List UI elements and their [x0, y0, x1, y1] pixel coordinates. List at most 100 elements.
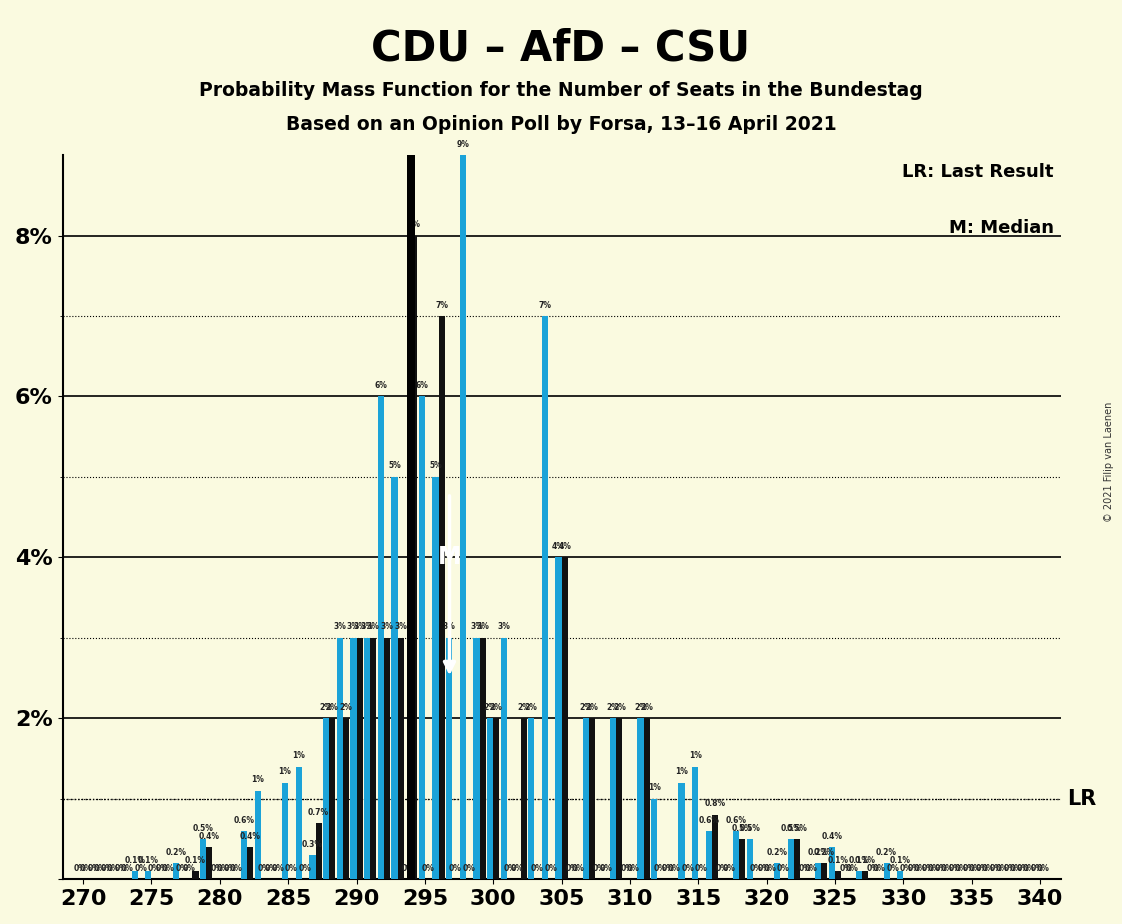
Bar [528, 718, 534, 880]
Text: 2%: 2% [641, 703, 653, 711]
Text: 3%: 3% [443, 623, 456, 631]
Text: 0.1%: 0.1% [828, 856, 848, 865]
Bar [364, 638, 370, 880]
Text: 0.1%: 0.1% [125, 856, 145, 865]
Bar [774, 863, 780, 880]
Bar [692, 767, 698, 880]
Text: 0%: 0% [175, 864, 188, 873]
Text: 0%: 0% [531, 864, 544, 873]
Text: 0%: 0% [1037, 864, 1049, 873]
Bar [397, 638, 404, 880]
Text: 0.6%: 0.6% [726, 816, 747, 824]
Bar [706, 831, 712, 880]
Text: 3%: 3% [380, 623, 394, 631]
Text: 4%: 4% [552, 542, 565, 551]
Text: 0%: 0% [422, 864, 434, 873]
Bar [733, 831, 739, 880]
Text: 2%: 2% [613, 703, 626, 711]
Text: 0%: 0% [948, 864, 962, 873]
Text: 0%: 0% [921, 864, 934, 873]
Text: 0.5%: 0.5% [739, 823, 761, 833]
Text: 2%: 2% [579, 703, 592, 711]
Text: 4%: 4% [559, 542, 571, 551]
Text: 3%: 3% [333, 623, 347, 631]
Bar [479, 638, 486, 880]
Text: 0%: 0% [668, 864, 680, 873]
Bar [200, 839, 206, 880]
Text: 0%: 0% [995, 864, 1009, 873]
Text: 0.2%: 0.2% [813, 847, 835, 857]
Text: 0%: 0% [873, 864, 885, 873]
Text: 3%: 3% [367, 623, 379, 631]
Bar [794, 839, 800, 880]
Text: 0%: 0% [572, 864, 585, 873]
Text: 0.1%: 0.1% [848, 856, 870, 865]
Text: 0.7%: 0.7% [309, 808, 329, 817]
Text: 0%: 0% [599, 864, 613, 873]
Text: 0%: 0% [982, 864, 995, 873]
Text: 0%: 0% [257, 864, 270, 873]
Bar [323, 718, 329, 880]
Text: 0.4%: 0.4% [240, 832, 260, 841]
Text: Probability Mass Function for the Number of Seats in the Bundestag: Probability Mass Function for the Number… [199, 81, 923, 101]
Text: 0%: 0% [908, 864, 920, 873]
Text: 0%: 0% [798, 864, 811, 873]
Text: © 2021 Filip van Laenen: © 2021 Filip van Laenen [1104, 402, 1114, 522]
Text: 3%: 3% [476, 623, 489, 631]
Bar [384, 638, 390, 880]
Bar [835, 871, 842, 880]
Text: 7%: 7% [435, 300, 448, 310]
Bar [589, 718, 595, 880]
Text: CDU – AfD – CSU: CDU – AfD – CSU [371, 28, 751, 69]
Text: 0%: 0% [963, 864, 975, 873]
Text: 0%: 0% [662, 864, 674, 873]
Bar [500, 638, 507, 880]
Text: 0%: 0% [776, 864, 790, 873]
Bar [856, 871, 863, 880]
Text: 0%: 0% [544, 864, 558, 873]
Bar [679, 783, 684, 880]
Text: 0%: 0% [511, 864, 524, 873]
Text: 0%: 0% [763, 864, 776, 873]
Text: 0.1%: 0.1% [138, 856, 159, 865]
Text: 0%: 0% [449, 864, 462, 873]
Text: 0%: 0% [1023, 864, 1036, 873]
Text: 0%: 0% [1010, 864, 1022, 873]
Text: 5%: 5% [429, 461, 442, 470]
Text: 0%: 0% [941, 864, 954, 873]
Text: 0.2%: 0.2% [766, 847, 788, 857]
Bar [542, 316, 548, 880]
Bar [407, 155, 415, 880]
Text: 0%: 0% [156, 864, 168, 873]
Bar [350, 638, 357, 880]
Bar [432, 477, 439, 880]
Text: 0%: 0% [900, 864, 913, 873]
Text: 0%: 0% [565, 864, 579, 873]
Bar [651, 799, 657, 880]
Text: 0.6%: 0.6% [698, 816, 719, 824]
Text: 0%: 0% [913, 864, 927, 873]
Text: 3%: 3% [470, 623, 482, 631]
Text: 0%: 0% [839, 864, 852, 873]
Text: 0%: 0% [955, 864, 967, 873]
Text: 0%: 0% [462, 864, 476, 873]
Bar [747, 839, 753, 880]
Text: 0%: 0% [224, 864, 237, 873]
Text: 0%: 0% [866, 864, 880, 873]
Bar [610, 718, 616, 880]
Bar [739, 839, 745, 880]
Bar [712, 815, 718, 880]
Text: 0%: 0% [265, 864, 278, 873]
Text: 8%: 8% [407, 220, 421, 229]
Bar [241, 831, 247, 880]
Text: 0%: 0% [230, 864, 243, 873]
Text: 0%: 0% [990, 864, 1002, 873]
Text: 0%: 0% [928, 864, 940, 873]
Text: 9%: 9% [457, 140, 469, 149]
Text: 0%: 0% [101, 864, 113, 873]
Text: 0%: 0% [976, 864, 988, 873]
Text: M: Median: M: Median [949, 219, 1054, 237]
Text: LR: LR [1067, 789, 1096, 808]
Text: 1%: 1% [647, 784, 661, 793]
Text: 2%: 2% [517, 703, 530, 711]
